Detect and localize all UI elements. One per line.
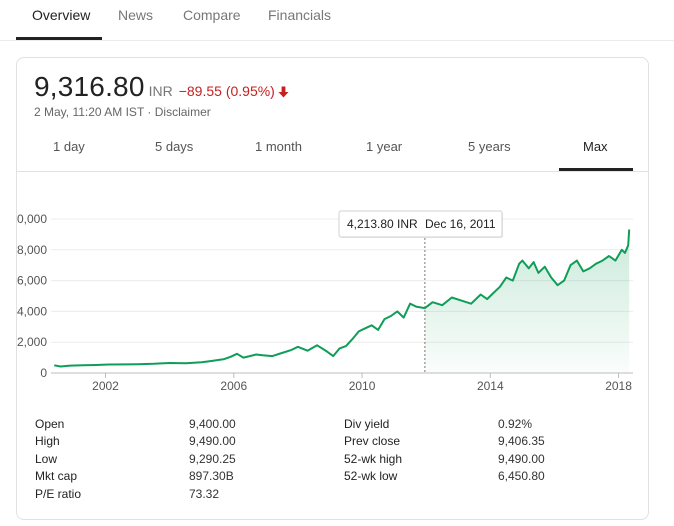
stat-label-div-yield: Div yield [344,417,390,431]
selection-area-fill [424,229,630,373]
range-max[interactable]: Max [583,139,608,154]
y-tick-label: 10,000 [17,212,47,226]
range-tabs: 1 day 5 days 1 month 1 year 5 years Max [17,128,648,172]
x-tick-label: 2010 [349,379,376,393]
stat-value-div-yield: 0.92% [498,417,533,431]
quote-timestamp-line: 2 May, 11:20 AM IST · Disclaimer [34,105,211,119]
y-tick-label: 0 [40,366,47,380]
separator-dot: · [147,105,152,119]
y-tick-label: 8,000 [17,243,47,257]
range-5-days[interactable]: 5 days [155,139,194,154]
active-tab-underline [16,37,102,40]
price-chart[interactable]: 0 2,000 4,000 6,000 8,000 10,000 2002 2006 2010 2… [17,58,648,408]
tab-compare[interactable]: Compare [183,7,241,23]
price-change: −89.55 (0.95%) [178,83,275,99]
price-series-line [54,229,631,368]
range-1-day[interactable]: 1 day [53,139,85,154]
stat-label-open: Open [35,417,65,431]
x-tick-label: 2006 [220,379,247,393]
x-tick-label: 2002 [92,379,119,393]
active-range-underline [559,168,633,171]
tooltip-value: 4,213.80 INR [347,217,418,231]
range-5-years[interactable]: 5 years [468,139,511,154]
stat-value-pe-ratio: 73.32 [189,487,220,501]
stat-label-pe-ratio: P/E ratio [35,487,82,501]
top-nav-tabs: Overview News Compare Financials [0,0,674,41]
x-tick-label: 2014 [477,379,504,393]
stat-value-high: 9,490.00 [189,434,236,448]
tooltip-box [338,210,503,238]
tab-overview[interactable]: Overview [32,7,91,23]
stat-label-52wk-low: 52-wk low [344,469,398,483]
price-line: 9,316.80 INR −89.55 (0.95%) [34,71,289,103]
current-price: 9,316.80 [34,71,145,102]
stat-value-52wk-low: 6,450.80 [498,469,545,483]
stat-value-prev-close: 9,406.35 [498,434,545,448]
stock-quote-card: 9,316.80 INR −89.55 (0.95%) 2 May, 11:20 A… [16,57,649,520]
stat-label-prev-close: Prev close [344,434,401,448]
stat-value-low: 9,290.25 [189,452,236,466]
y-tick-label: 2,000 [17,335,47,349]
range-1-month[interactable]: 1 month [255,139,302,154]
tooltip-date: Dec 16, 2011 [425,217,496,231]
price-currency: INR [148,83,173,99]
stat-value-mkt-cap: 897.30B [189,469,234,483]
arrow-down-icon [278,85,289,103]
range-1-year[interactable]: 1 year [366,139,403,154]
y-tick-label: 6,000 [17,274,47,288]
disclaimer-link[interactable]: Disclaimer [154,105,211,119]
tab-news[interactable]: News [118,7,154,23]
x-tick-label: 2018 [605,379,632,393]
stat-label-52wk-high: 52-wk high [344,452,403,466]
stat-label-mkt-cap: Mkt cap [35,469,78,483]
stat-value-52wk-high: 9,490.00 [498,452,545,466]
stat-label-high: High [35,434,60,448]
stat-value-open: 9,400.00 [189,417,236,431]
tab-financials[interactable]: Financials [268,7,332,23]
quote-timestamp: 2 May, 11:20 AM IST [34,105,145,119]
stat-label-low: Low [35,452,58,466]
y-tick-label: 4,000 [17,304,47,318]
